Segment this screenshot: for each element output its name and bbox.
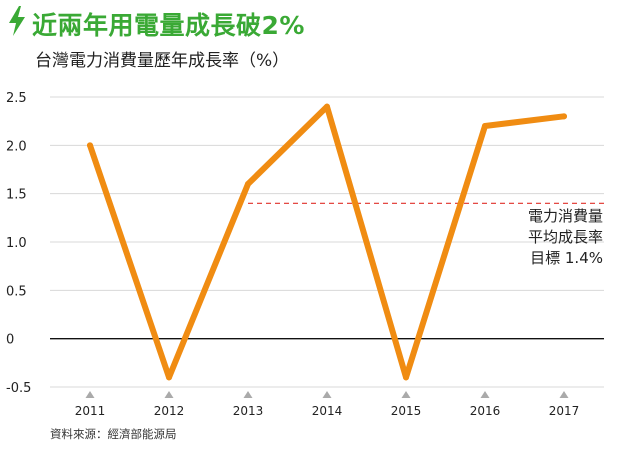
x-tick-marker: [85, 391, 95, 398]
x-tick-label: 2017: [549, 404, 580, 418]
data-point: [324, 103, 330, 110]
chart-subtitle: 台灣電力消費量歷年成長率（%）: [35, 51, 290, 71]
annotation-line-3: 目標 1.4%: [530, 249, 603, 267]
y-tick-label: 2.0: [6, 139, 27, 154]
x-tick-label: 2011: [75, 404, 106, 418]
data-point: [561, 113, 567, 120]
data-point: [403, 374, 409, 381]
x-tick-label: 2016: [470, 404, 501, 418]
x-tick-label: 2015: [391, 404, 422, 418]
annotation-line-1: 電力消費量: [527, 207, 603, 225]
chart-title: 近兩年用電量成長破2%: [32, 11, 305, 40]
target-annotation: 電力消費量 平均成長率 目標 1.4%: [528, 206, 603, 269]
x-tick-label: 2013: [233, 404, 264, 418]
source-note: 資料來源：經濟部能源局: [50, 427, 177, 441]
x-tick-marker: [322, 391, 332, 398]
y-tick-label: 2.5: [6, 91, 27, 106]
data-point: [245, 181, 251, 187]
annotation-line-2: 平均成長率: [527, 228, 603, 246]
data-point: [482, 123, 488, 129]
x-tick-marker: [480, 391, 490, 398]
x-tick-label: 2014: [312, 404, 343, 418]
data-point: [87, 142, 93, 149]
y-tick-label: 1.0: [6, 236, 27, 251]
y-tick-label: 0.5: [6, 284, 27, 299]
x-tick-label: 2012: [154, 404, 185, 418]
x-tick-marker: [401, 391, 411, 398]
lightning-bolt-icon: [9, 6, 25, 36]
data-point: [166, 374, 172, 381]
y-tick-label: 1.5: [6, 188, 27, 203]
y-tick-label: 0: [6, 333, 14, 348]
x-tick-marker: [243, 391, 253, 398]
x-tick-marker: [164, 391, 174, 398]
x-tick-marker: [559, 391, 569, 398]
y-tick-label: -0.5: [6, 381, 31, 396]
